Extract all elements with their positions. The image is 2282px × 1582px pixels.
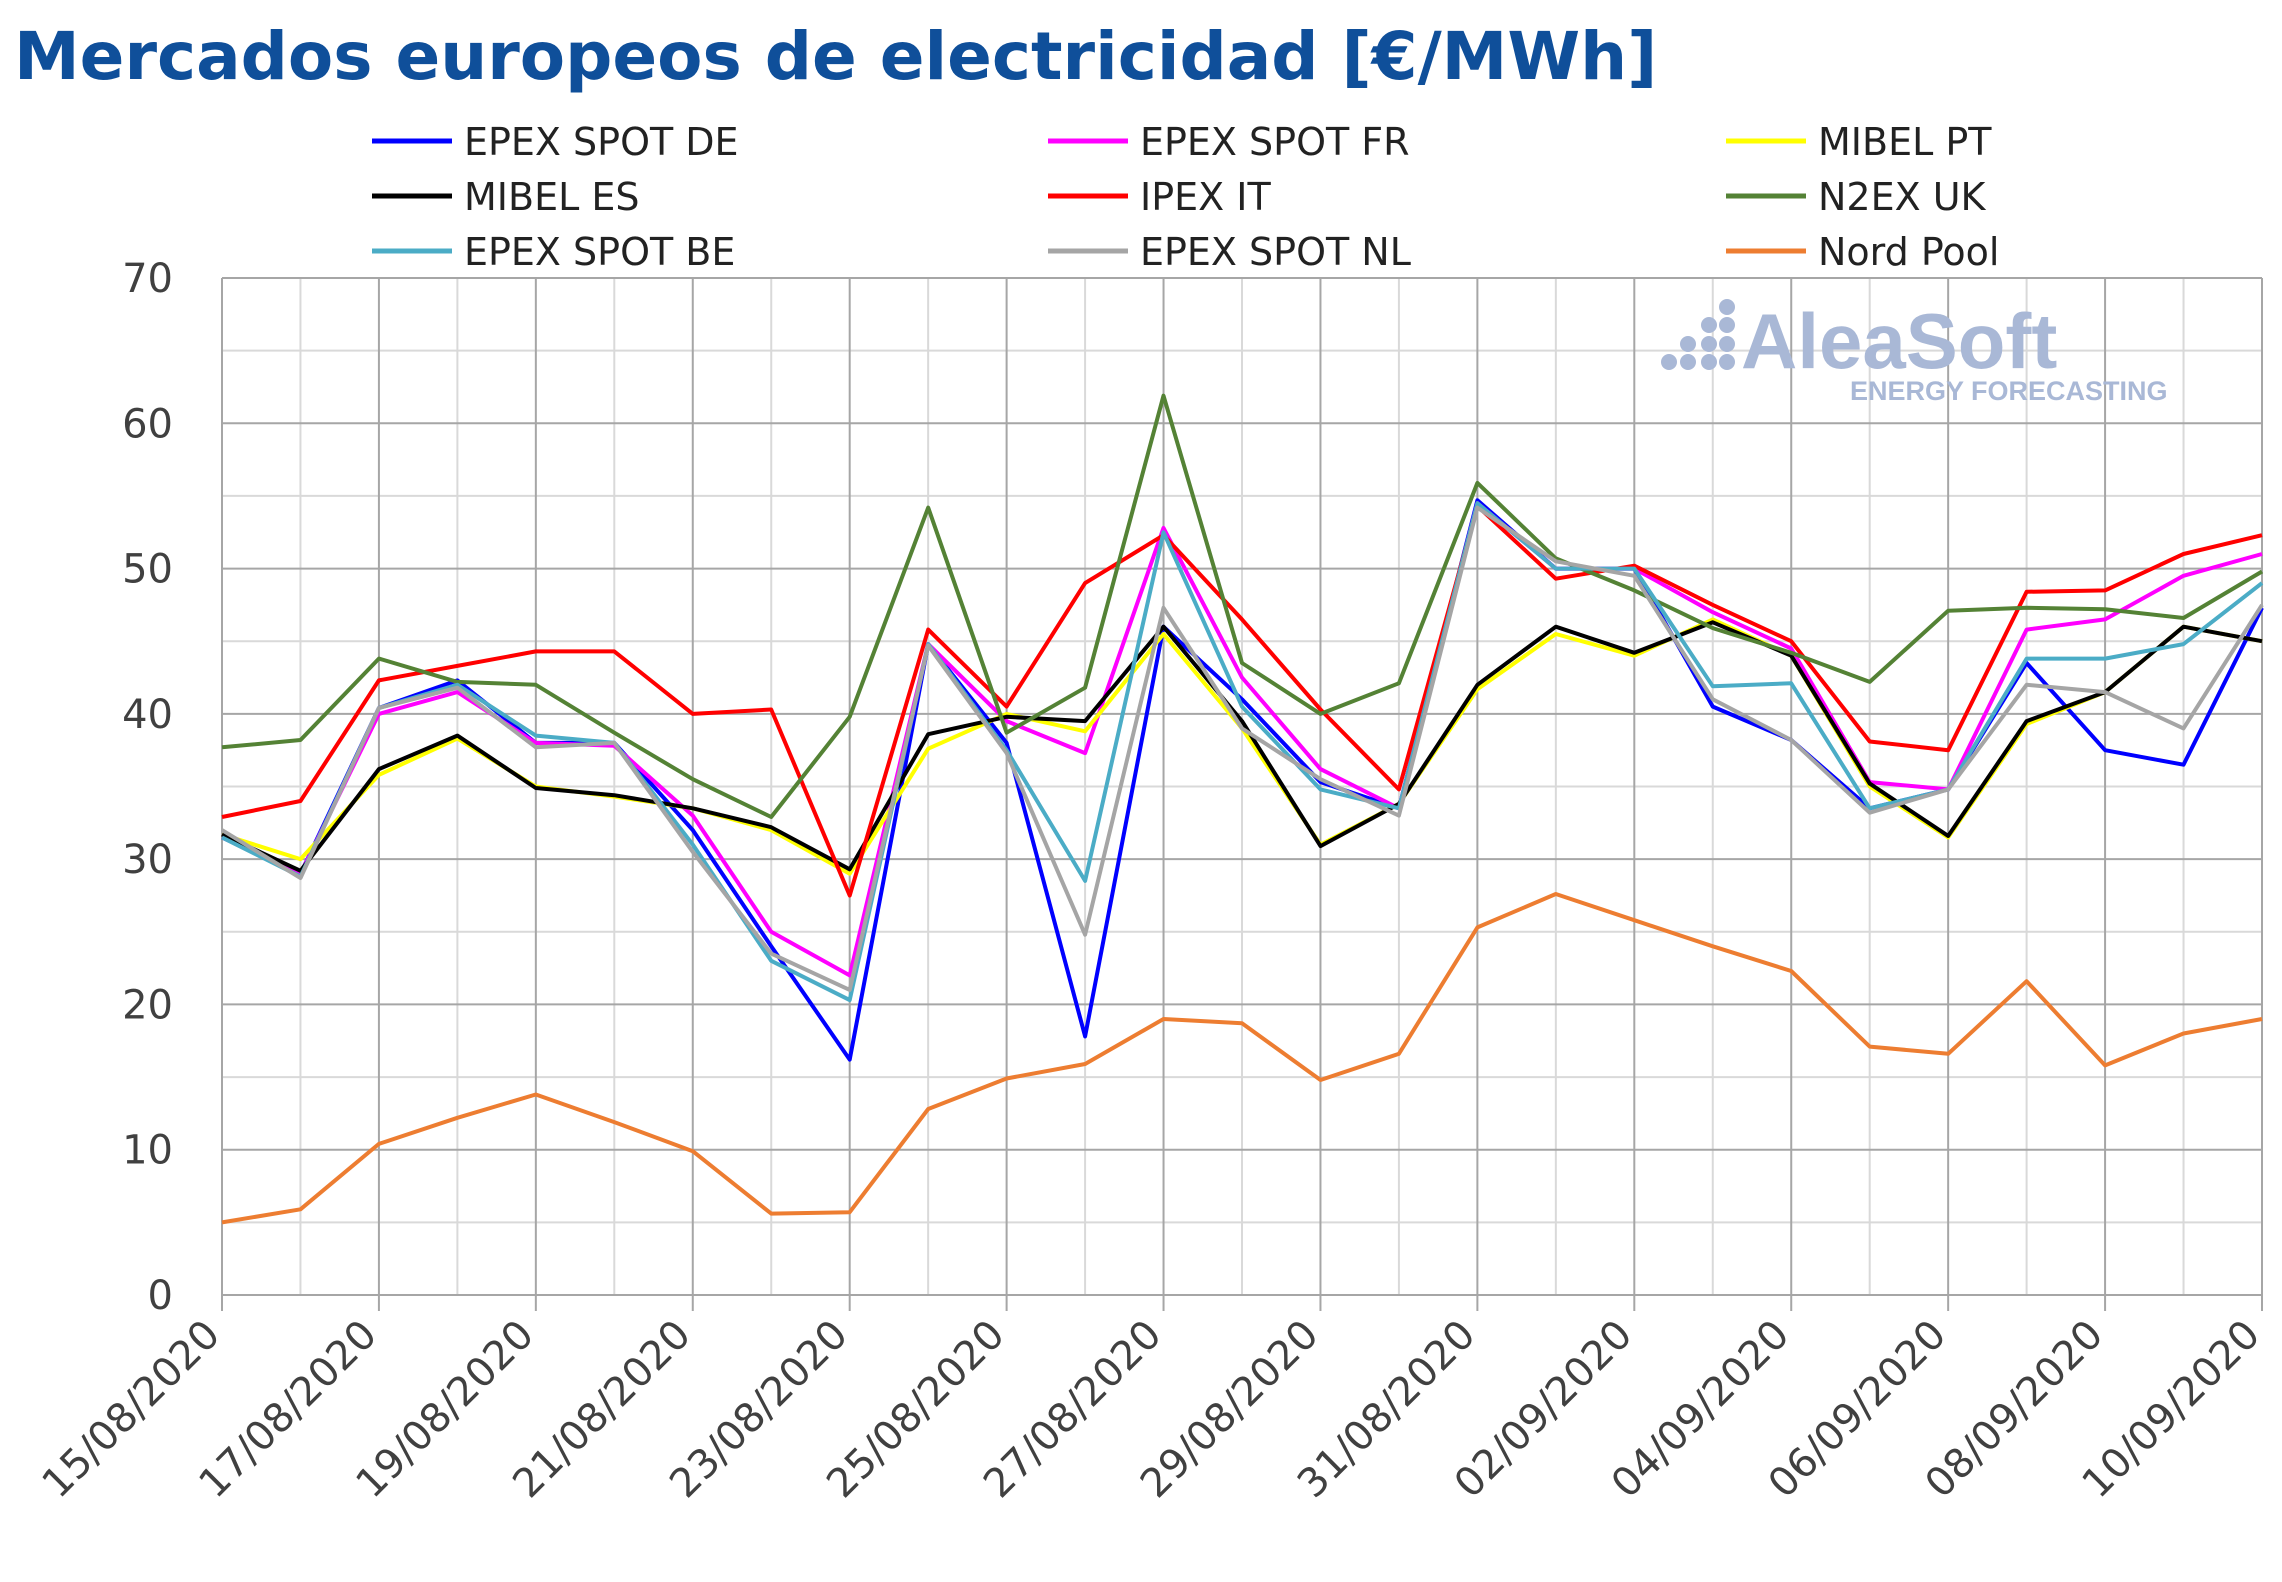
- legend-label: IPEX IT: [1140, 175, 1271, 219]
- legend-item: Nord Pool: [1726, 230, 1999, 274]
- legend-item: N2EX UK: [1726, 175, 1987, 219]
- legend-label: MIBEL PT: [1818, 120, 1992, 164]
- series-lines: [220, 393, 2264, 1225]
- legend-label: MIBEL ES: [464, 175, 639, 219]
- y-tick-label: 70: [122, 256, 173, 302]
- aleasoft-watermark: AleaSoft ENERGY FORECASTING: [1661, 297, 2168, 406]
- series-line-4: [221, 620, 2263, 873]
- legend-label: N2EX UK: [1818, 175, 1987, 219]
- series-line-8: [220, 505, 2264, 992]
- legend-label: EPEX SPOT NL: [1140, 230, 1411, 274]
- series-line-6: [221, 393, 2264, 819]
- watermark-brand: AleaSoft: [1741, 297, 2057, 385]
- legend-item: EPEX SPOT BE: [372, 230, 735, 274]
- legend-item: EPEX SPOT FR: [1048, 120, 1410, 164]
- series-line-5: [221, 504, 2263, 898]
- y-tick-label: 0: [148, 1273, 173, 1319]
- y-tick-label: 40: [122, 692, 173, 738]
- legend: EPEX SPOT DE EPEX SPOT FR MIBEL PT MIBEL ES…: [372, 120, 1999, 274]
- watermark-tagline: ENERGY FORECASTING: [1850, 376, 2168, 406]
- legend-label: EPEX SPOT DE: [464, 120, 739, 164]
- legend-item: IPEX IT: [1048, 175, 1271, 219]
- legend-label: EPEX SPOT FR: [1140, 120, 1410, 164]
- grid: [221, 277, 2263, 1311]
- legend-item: EPEX SPOT NL: [1048, 230, 1411, 274]
- aleasoft-logo-icon: [1661, 299, 1735, 370]
- legend-label: Nord Pool: [1818, 230, 1999, 274]
- legend-item: MIBEL PT: [1726, 120, 1992, 164]
- y-tick-label: 60: [122, 401, 173, 447]
- chart-title: Mercados europeos de electricidad [€/MWh…: [14, 18, 1658, 95]
- y-tick-label: 20: [122, 982, 173, 1028]
- legend-item: MIBEL ES: [372, 175, 639, 219]
- legend-item: EPEX SPOT DE: [372, 120, 739, 164]
- series-line-9: [221, 892, 2263, 1225]
- legend-label: EPEX SPOT BE: [464, 230, 735, 274]
- y-tick-label: 30: [122, 837, 173, 883]
- y-tick-label: 50: [122, 547, 173, 593]
- y-tick-label: 10: [122, 1128, 173, 1174]
